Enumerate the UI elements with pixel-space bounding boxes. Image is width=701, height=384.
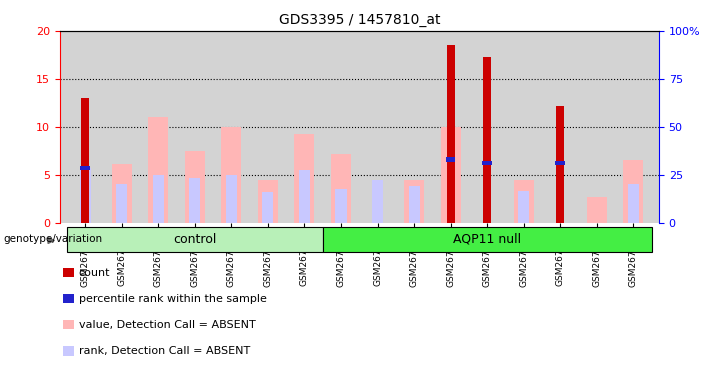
Bar — [514, 180, 533, 223]
Text: value, Detection Call = ABSENT: value, Detection Call = ABSENT — [79, 320, 255, 330]
Bar — [222, 127, 241, 223]
Bar — [189, 177, 200, 223]
Text: percentile rank within the sample: percentile rank within the sample — [79, 294, 266, 304]
Bar — [482, 161, 492, 166]
Bar — [336, 189, 346, 223]
Text: control: control — [173, 233, 217, 245]
Bar — [409, 186, 420, 223]
Bar — [67, 227, 322, 252]
Text: rank, Detection Call = ABSENT: rank, Detection Call = ABSENT — [79, 346, 250, 356]
Bar — [81, 98, 89, 223]
Text: AQP11 null: AQP11 null — [453, 233, 522, 245]
Bar — [483, 56, 491, 223]
Bar — [587, 197, 607, 223]
Title: GDS3395 / 1457810_at: GDS3395 / 1457810_at — [278, 13, 440, 27]
Bar — [226, 175, 237, 223]
Text: count: count — [79, 268, 110, 278]
Bar — [404, 180, 424, 223]
Bar — [623, 161, 644, 223]
Bar — [555, 161, 565, 166]
Bar — [153, 175, 164, 223]
Bar — [331, 154, 351, 223]
Bar — [80, 168, 90, 223]
Bar — [185, 151, 205, 223]
Bar — [81, 166, 90, 170]
Bar — [299, 170, 310, 223]
Text: genotype/variation: genotype/variation — [4, 234, 102, 244]
Bar — [111, 164, 132, 223]
Bar — [446, 157, 456, 162]
Bar — [447, 45, 455, 223]
Bar — [372, 180, 383, 223]
Bar — [628, 184, 639, 223]
Bar — [557, 106, 564, 223]
Bar — [116, 184, 128, 223]
Bar — [148, 117, 168, 223]
Bar — [322, 227, 652, 252]
Bar — [518, 191, 529, 223]
Bar — [440, 127, 461, 223]
Bar — [258, 180, 278, 223]
Bar — [294, 134, 315, 223]
Bar — [262, 192, 273, 223]
